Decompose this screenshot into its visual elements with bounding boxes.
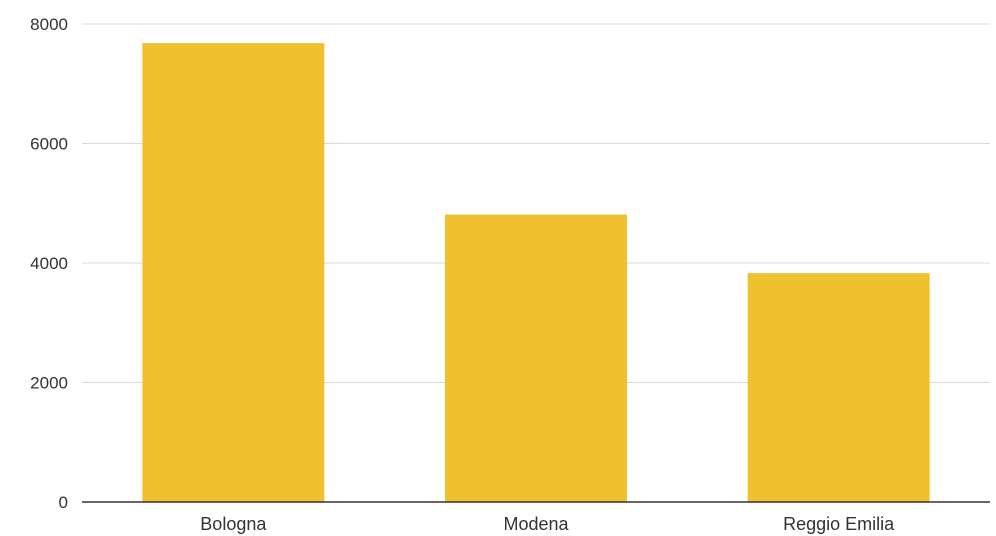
x-tick-label-modena: Modena — [503, 514, 569, 534]
y-tick-label: 4000 — [30, 254, 68, 273]
bar-reggio-emilia — [747, 273, 930, 502]
bar-bologna — [142, 43, 325, 503]
bars — [142, 43, 930, 503]
y-tick-label: 8000 — [30, 15, 68, 34]
y-tick-label: 6000 — [30, 135, 68, 154]
y-tick-label: 0 — [59, 493, 68, 512]
x-tick-label-bologna: Bologna — [200, 514, 267, 534]
bar-modena — [445, 214, 627, 503]
x-tick-label-reggio-emilia: Reggio Emilia — [783, 514, 895, 534]
y-tick-label: 2000 — [30, 374, 68, 393]
labels: 0 2000 4000 6000 8000 Bologna Modena Reggio Emi… — [30, 15, 895, 534]
